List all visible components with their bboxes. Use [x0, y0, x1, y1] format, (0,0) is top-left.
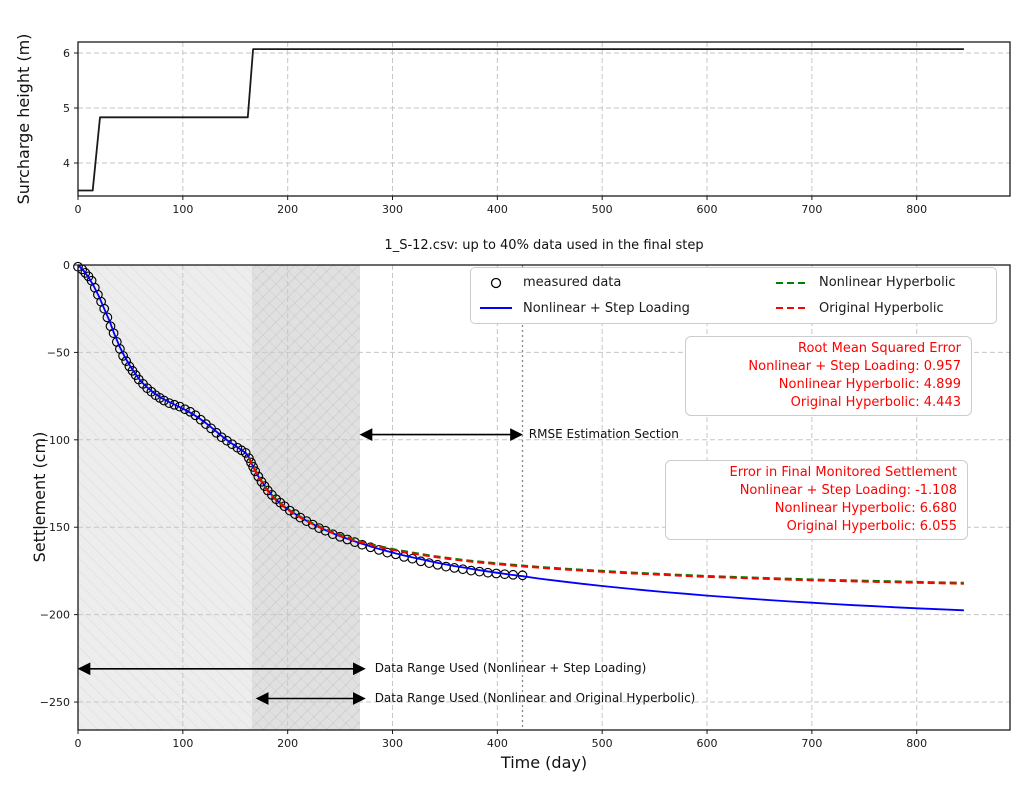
x-tick-label: 500 [592, 203, 613, 216]
data-point [108, 328, 119, 339]
data-point [290, 509, 300, 519]
x-tick-label: 800 [906, 737, 927, 750]
surcharge-y-axis-label: Surcharge height (m) [14, 33, 33, 205]
legend-item-nonlinear-step-loading: Nonlinear + Step Loading [479, 301, 775, 316]
x-tick-label: 400 [487, 203, 508, 216]
data-point [80, 268, 91, 278]
data-point [121, 356, 132, 366]
legend-label: Nonlinear + Step Loading [523, 300, 690, 316]
legend-item-measured-data: measured data [479, 275, 775, 290]
surcharge-plot: 0 100 200 300 400 500 600 700 800 4 5 6 [63, 41, 1011, 216]
y-tick-label: −100 [40, 434, 70, 447]
y-tick-label: 4 [63, 157, 70, 170]
data-point [99, 303, 110, 314]
settlement-y-axis-label: Settlement (cm) [30, 431, 49, 563]
data-point [174, 401, 185, 412]
y-tick-label: 0 [63, 259, 70, 272]
series-measured-data [73, 261, 528, 581]
series-surcharge-height [78, 48, 964, 192]
axis-ticks: 0 100 200 300 400 500 600 700 800 4 5 6 [63, 47, 927, 216]
y-tick-label: −50 [47, 346, 70, 359]
x-tick-label: 400 [487, 737, 508, 750]
y-tick-label: −150 [40, 521, 70, 534]
data-point [185, 406, 196, 417]
shaded-region-1 [252, 265, 360, 730]
data-point [250, 466, 261, 477]
y-tick-label: −200 [40, 609, 70, 622]
rmse-box: Root Mean Squared Error Nonlinear + Step… [685, 336, 972, 416]
plot-border [77, 264, 1011, 731]
legend-item-original-hyperbolic: Original Hyperbolic [775, 301, 988, 316]
rmse-box-line: Original Hyperbolic: 4.443 [790, 395, 961, 410]
y-tick-label: 5 [63, 102, 70, 115]
data-point [222, 435, 232, 446]
rmse-box-line: Nonlinear Hyperbolic: 4.899 [778, 377, 961, 392]
x-tick-label: 300 [382, 737, 403, 750]
data-point [164, 398, 175, 408]
x-tick-label: 0 [75, 737, 82, 750]
data-point [216, 432, 227, 443]
legend-label: Nonlinear Hyperbolic [819, 275, 956, 291]
legend-label: Original Hyperbolic [819, 300, 944, 316]
circle-marker-icon [490, 277, 502, 288]
chart-title: 1_S-12.csv: up to 40% data used in the f… [384, 238, 704, 253]
legend-item-nonlinear-hyperbolic: Nonlinear Hyperbolic [775, 275, 988, 290]
x-tick-label: 200 [277, 737, 298, 750]
x-tick-label: 500 [592, 737, 613, 750]
data-point [248, 462, 258, 472]
y-tick-label: 6 [63, 47, 70, 60]
x-tick-label: 700 [801, 737, 822, 750]
rmse-section-arrow-label: RMSE Estimation Section [528, 426, 679, 441]
gridlines [77, 42, 1010, 196]
axis-ticks: 0 100 200 300 400 500 600 700 800 0 −50 −100 −150 −20… [40, 259, 927, 750]
final-error-box-line: Nonlinear + Step Loading: -1.108 [739, 483, 957, 498]
solid-line-icon [480, 307, 512, 310]
data-point [227, 439, 237, 450]
data-range-hyperbolic-arrow-label: Data Range Used (Nonlinear and Original … [374, 690, 696, 705]
x-tick-label: 0 [75, 203, 82, 216]
data-point [284, 505, 295, 516]
final-error-box-title: Error in Final Monitored Settlement [729, 465, 957, 480]
data-point [180, 404, 190, 415]
rmse-box-line: Nonlinear + Step Loading: 0.957 [748, 359, 961, 374]
data-point [474, 566, 485, 577]
x-tick-label: 600 [697, 737, 718, 750]
x-tick-label: 100 [172, 737, 193, 750]
data-point [246, 457, 256, 468]
data-point [159, 395, 169, 406]
dashed-line-icon [776, 307, 808, 310]
data-point [102, 312, 113, 323]
legend-label: measured data [523, 275, 622, 291]
x-tick-label: 800 [906, 203, 927, 216]
x-tick-label: 700 [801, 203, 822, 216]
x-tick-label: 300 [382, 203, 403, 216]
settlement-plot: 0 100 200 300 400 500 600 700 800 0 −50 −100 −150 −20… [40, 259, 1011, 750]
rmse-box-title: Root Mean Squared Error [798, 341, 961, 356]
data-point [240, 448, 251, 458]
legend: measured data Nonlinear + Step Loading N… [470, 267, 997, 324]
x-tick-label: 100 [172, 203, 193, 216]
data-point [169, 399, 180, 410]
plot-border [77, 41, 1011, 197]
x-tick-label: 600 [697, 203, 718, 216]
data-range-step-loading-arrow-label: Data Range Used (Nonlinear + Step Loadin… [374, 660, 647, 675]
final-error-box-line: Nonlinear Hyperbolic: 6.680 [774, 501, 957, 516]
dashed-line-icon [776, 281, 808, 284]
final-error-box-line: Original Hyperbolic: 6.055 [786, 519, 957, 534]
x-axis-label: Time (day) [500, 753, 588, 772]
y-tick-label: −250 [40, 696, 70, 709]
final-error-box: Error in Final Monitored Settlement Nonl… [665, 460, 968, 540]
data-point [253, 471, 264, 482]
x-tick-label: 200 [277, 203, 298, 216]
